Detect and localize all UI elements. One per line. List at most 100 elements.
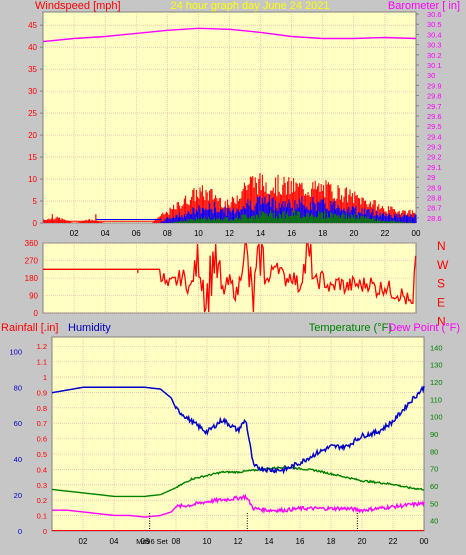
temp-x-tick-label: 06 (141, 537, 150, 546)
wind-x-tick-label: 02 (70, 229, 79, 238)
temp-series (51, 385, 425, 531)
temperature-tick-label: 100 (430, 413, 443, 422)
humidity-axis-title: Humidity (68, 322, 111, 334)
wind-x-tick-label: 22 (380, 229, 389, 238)
temperature-line (51, 464, 425, 498)
rain-tick-label: 0.9 (37, 388, 47, 397)
temp-x-tick-label: 04 (110, 537, 119, 546)
compass-label: W (437, 258, 449, 272)
rain-tick-label: 0.3 (37, 481, 47, 490)
barometer-tick-label: 29.8 (427, 92, 442, 101)
barometer-tick-label: 30.3 (427, 41, 442, 50)
dewpoint-axis-title: Dew Point (°F) (388, 322, 460, 334)
humidity-tick-label: 40 (14, 455, 22, 464)
humidity-tick-label: 20 (14, 491, 22, 500)
wind-tick-label: 25 (28, 109, 37, 118)
humidity-tick-label: 80 (14, 383, 22, 392)
wind-tick-label: 40 (28, 43, 37, 52)
direction-tick-label: 180 (25, 274, 39, 283)
temp-x-tick-label: 14 (265, 537, 274, 546)
temperature-y-ticks: 40 50 60 70 80 90 100 110 120 130 140 (430, 343, 443, 525)
direction-series (43, 243, 417, 313)
temperature-tick-label: 90 (430, 430, 438, 439)
temp-x-tick-label: 18 (327, 537, 336, 546)
wind-x-tick-label: 04 (101, 229, 110, 238)
barometer-tick-label: 28.7 (427, 204, 442, 213)
barometer-tick-label: 29.6 (427, 112, 442, 121)
wind-tick-label: 10 (28, 175, 37, 184)
rain-tick-label: 1.2 (37, 342, 47, 351)
wind-tick-label: 5 (33, 197, 38, 206)
temperature-tick-label: 70 (430, 465, 438, 474)
sun-marker-label: Set (157, 537, 169, 546)
wind-tick-label: 20 (28, 131, 37, 140)
chart-title: 24 hour graph day June 24 2021 (170, 0, 329, 12)
temperature-tick-label: 110 (430, 395, 442, 404)
sun-marker-label: Mo (136, 537, 146, 546)
temperature-tick-label: 50 (430, 499, 438, 508)
dewpoint-line (52, 493, 425, 518)
barometer-axis-title: Barometer [ in] (388, 0, 460, 12)
wind-series (43, 173, 417, 223)
humidity-tick-label: 60 (14, 419, 22, 428)
rain-y-ticks: 0 0.1 0.2 0.3 0.4 0.5 0.6 0.7 0.8 0.9 1 1.1 1.2 (37, 342, 47, 536)
wind-x-tick-label: 18 (318, 229, 327, 238)
temperature-tick-label: 140 (430, 343, 443, 352)
temp-x-tick-label: 22 (389, 537, 398, 546)
windspeed-axis-title: Windspeed [mph] (35, 0, 121, 12)
rain-tick-label: 1 (43, 373, 47, 382)
direction-tick-label: 360 (25, 239, 39, 248)
direction-tick-label: 0 (34, 309, 39, 318)
wind-x-tick-label: 14 (256, 229, 265, 238)
sun-marker-label: 96 (146, 537, 154, 546)
temperature-tick-label: 120 (430, 378, 443, 387)
temperature-tick-label: 80 (430, 447, 438, 456)
barometer-tick-label: 30 (427, 71, 435, 80)
barometer-tick-label: 29.4 (427, 132, 442, 141)
barometer-series (42, 27, 417, 43)
temp-x-tick-label: 16 (296, 537, 305, 546)
barometer-tick-label: 28.6 (427, 214, 442, 223)
temp-x-tick-label: 12 (234, 537, 243, 546)
barometer-tick-label: 29.3 (427, 143, 442, 152)
wind-tick-label: 35 (28, 65, 37, 74)
wind-tick-label: 15 (28, 153, 37, 162)
barometer-tick-label: 29.2 (427, 153, 442, 162)
barometer-tick-label: 29.9 (427, 81, 442, 90)
wind-x-tick-label: 10 (194, 229, 203, 238)
sun-markers: Mo 96 Set (136, 513, 358, 546)
barometer-line (42, 27, 417, 43)
barometer-tick-label: 28.8 (427, 194, 442, 203)
wind-tick-label: 30 (28, 87, 37, 96)
temperature-tick-label: 60 (430, 482, 438, 491)
barometer-tick-label: 30.6 (427, 10, 442, 19)
temp-x-tick-label: 08 (172, 537, 181, 546)
compass-label: N (437, 314, 446, 328)
rainfall-axis-title: Rainfall [.in] (1, 322, 58, 334)
barometer-tick-label: 30.2 (427, 51, 442, 60)
wind-x-tick-label: 16 (287, 229, 296, 238)
direction-tick-label: 90 (29, 292, 38, 301)
wind-tick-label: 45 (28, 21, 37, 30)
rain-tick-label: 0 (43, 527, 47, 536)
temp-x-ticks: 02 04 06 08 10 12 14 16 18 20 22 00 (79, 537, 429, 546)
barometer-tick-label: 30.5 (427, 20, 442, 29)
barometer-tick-label: 28.9 (427, 183, 442, 192)
rain-tick-label: 0.7 (37, 419, 47, 428)
wind-x-tick-label: 12 (225, 229, 234, 238)
humidity-tick-label: 0 (18, 527, 22, 536)
barometer-tick-label: 29.7 (427, 102, 442, 111)
barometer-tick-label: 29.1 (427, 163, 442, 172)
temperature-axis-title: Temperature (°F) (309, 322, 392, 334)
rain-tick-label: 0.8 (37, 404, 47, 413)
temp-x-tick-label: 00 (420, 537, 429, 546)
wind-plot-area (42, 11, 417, 224)
barometer-y-ticks: 28.628.728.828.92929.129.229.329.429.529… (416, 10, 442, 223)
humidity-temp-panel: 00.10.20.30.40.50.60.70.80.911.11.2 0204… (9, 336, 443, 546)
wind-x-tick-label: 00 (412, 229, 421, 238)
rain-tick-label: 0.5 (37, 450, 47, 459)
rain-tick-label: 0.1 (37, 512, 47, 521)
barometer-tick-label: 29 (427, 173, 435, 182)
rain-tick-label: 0.2 (37, 496, 47, 505)
